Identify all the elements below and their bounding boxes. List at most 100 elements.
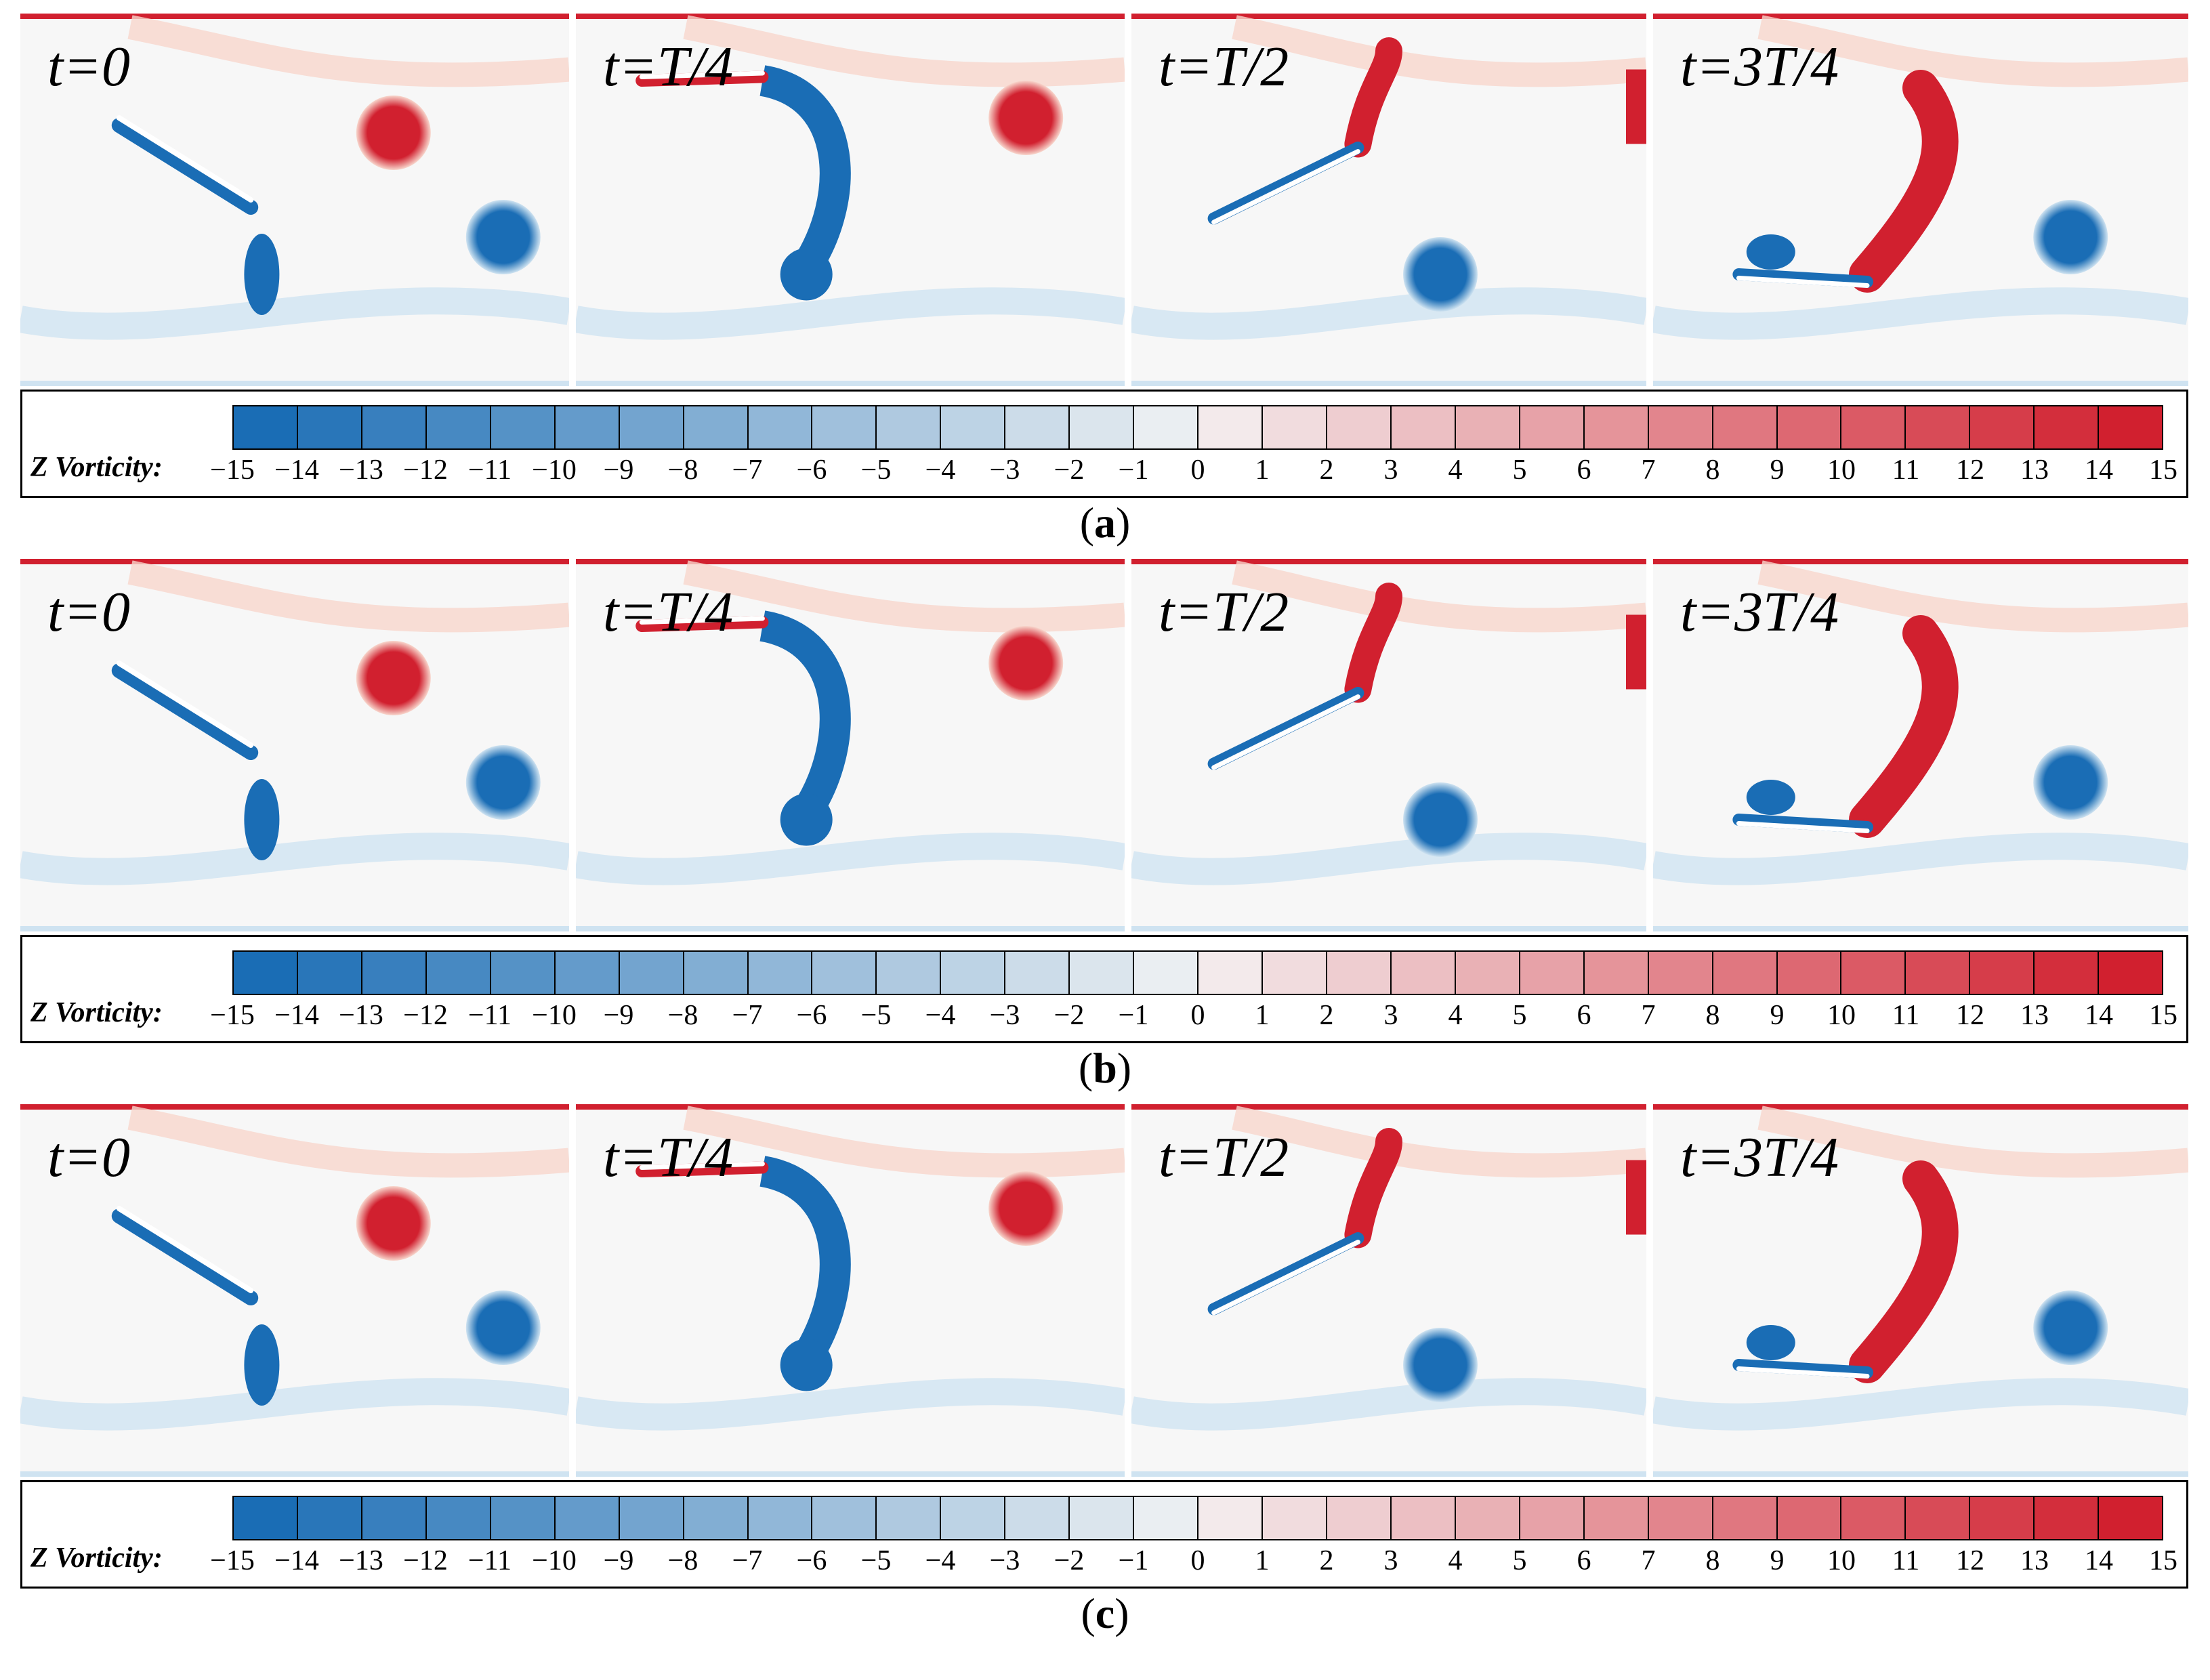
colorbar-level bbox=[426, 1497, 491, 1539]
figure-row-c: t=0 t=T/4 t=T/2 t=3T/4 Z Vorticity: −15 −14… bbox=[0, 1104, 2210, 1589]
colorbar-level bbox=[1391, 952, 1456, 994]
colorbar-tick-label: −15 bbox=[210, 1000, 255, 1031]
colorbar-level bbox=[1906, 1497, 1971, 1539]
colorbar-level bbox=[1134, 952, 1199, 994]
vorticity-panel: t=T/4 bbox=[576, 1104, 1125, 1477]
colorbar-level bbox=[2035, 952, 2100, 994]
colorbar-level bbox=[1327, 1497, 1392, 1539]
colorbar-tick-label: −10 bbox=[532, 455, 577, 486]
colorbar-tick-label: 11 bbox=[1892, 1000, 1920, 1031]
vorticity-field-image bbox=[20, 1104, 569, 1477]
colorbar-level bbox=[1970, 952, 2035, 994]
colorbar-tick-label: −15 bbox=[210, 455, 255, 486]
colorbar-tick-label: 4 bbox=[1448, 1000, 1463, 1031]
colorbar-tick-label: 3 bbox=[1383, 1545, 1398, 1576]
colorbar-tick-label: −15 bbox=[210, 1545, 255, 1576]
colorbar-level bbox=[491, 952, 556, 994]
caption-letter: b bbox=[1093, 1044, 1117, 1092]
colorbar-tick-label: −2 bbox=[1054, 455, 1085, 486]
colorbar-tick-label: 5 bbox=[1512, 455, 1527, 486]
caption-letter: a bbox=[1094, 499, 1116, 547]
colorbar-tick-label: 3 bbox=[1383, 1000, 1398, 1031]
colorbar-level bbox=[1841, 952, 1906, 994]
colorbar-tick-label: 2 bbox=[1319, 1545, 1334, 1576]
colorbar-tick-label: 8 bbox=[1705, 1000, 1720, 1031]
colorbar-tick-label: −1 bbox=[1118, 455, 1149, 486]
colorbar-tick-label: −10 bbox=[532, 1000, 577, 1031]
colorbar-level bbox=[877, 1497, 942, 1539]
vorticity-panel: t=3T/4 bbox=[1653, 559, 2188, 931]
colorbar-tick-label: 2 bbox=[1319, 455, 1334, 486]
colorbar-level bbox=[1713, 406, 1778, 448]
colorbar-level bbox=[555, 1497, 620, 1539]
vorticity-panel: t=3T/4 bbox=[1653, 14, 2188, 386]
vorticity-field-image bbox=[20, 559, 569, 931]
colorbar-level bbox=[1520, 952, 1585, 994]
colorbar-tick-label: −3 bbox=[989, 1545, 1020, 1576]
colorbar-level bbox=[1648, 1497, 1713, 1539]
caption-open-paren: ( bbox=[1078, 1044, 1093, 1092]
colorbar-level bbox=[1584, 1497, 1649, 1539]
vorticity-field-image bbox=[1131, 1104, 1646, 1477]
colorbar-level bbox=[1327, 406, 1392, 448]
colorbar-level bbox=[2099, 406, 2163, 448]
colorbar-tick-label: 0 bbox=[1190, 1545, 1205, 1576]
time-label: t=T/2 bbox=[1159, 581, 1289, 644]
vorticity-field-image bbox=[1653, 14, 2188, 386]
colorbar-legend: Z Vorticity: −15 −14 −13 −12 −11 −10 −9 −8 −7 −6 −5… bbox=[20, 1480, 2188, 1589]
colorbar-level bbox=[1648, 952, 1713, 994]
colorbar-tick-label: −9 bbox=[603, 1545, 634, 1576]
caption-letter: c bbox=[1095, 1589, 1115, 1637]
caption-close-paren: ) bbox=[1114, 1589, 1129, 1637]
colorbar-tick-label: −5 bbox=[860, 1545, 892, 1576]
colorbar-level bbox=[1070, 406, 1135, 448]
colorbar-tick-label: 1 bbox=[1255, 1000, 1270, 1031]
colorbar-level bbox=[941, 1497, 1006, 1539]
colorbar bbox=[232, 1496, 2163, 1540]
colorbar-ticks: −15 −14 −13 −12 −11 −10 −9 −8 −7 −6 −5 −4 −3 −2 −1 0 1 2 3… bbox=[210, 454, 2177, 495]
colorbar-tick-label: −2 bbox=[1054, 1000, 1085, 1031]
colorbar-tick-label: 15 bbox=[2149, 1545, 2177, 1576]
colorbar-tick-label: 14 bbox=[2085, 455, 2113, 486]
colorbar-level bbox=[362, 952, 427, 994]
colorbar-tick-label: −11 bbox=[467, 455, 512, 486]
time-label: t=3T/4 bbox=[1680, 581, 1839, 644]
colorbar-tick-label: −13 bbox=[339, 455, 383, 486]
colorbar-tick-label: 8 bbox=[1705, 455, 1720, 486]
colorbar-tick-label: −7 bbox=[732, 1545, 763, 1576]
colorbar-tick-label: 0 bbox=[1190, 1000, 1205, 1031]
colorbar-tick-label: 7 bbox=[1641, 455, 1656, 486]
colorbar-tick-label: 4 bbox=[1448, 1545, 1463, 1576]
colorbar-tick-label: −5 bbox=[860, 1000, 892, 1031]
colorbar bbox=[232, 950, 2163, 995]
colorbar-level bbox=[1391, 406, 1456, 448]
time-label: t=3T/4 bbox=[1680, 35, 1839, 98]
figure-row-a: t=0 t=T/4 t=T/2 t=3T/4 Z Vorticity: −15 −14… bbox=[0, 14, 2210, 498]
colorbar-tick-label: −7 bbox=[732, 455, 763, 486]
colorbar-tick-label: −9 bbox=[603, 1000, 634, 1031]
colorbar-tick-label: 1 bbox=[1255, 1545, 1270, 1576]
caption-open-paren: ( bbox=[1081, 1589, 1096, 1637]
colorbar-tick-label: 15 bbox=[2149, 455, 2177, 486]
colorbar-legend: Z Vorticity: −15 −14 −13 −12 −11 −10 −9 −8 −7 −6 −5… bbox=[20, 390, 2188, 498]
colorbar-tick-label: −6 bbox=[796, 455, 827, 486]
colorbar-tick-label: −3 bbox=[989, 455, 1020, 486]
colorbar-tick-label: −2 bbox=[1054, 1545, 1085, 1576]
colorbar-level bbox=[1198, 1497, 1263, 1539]
colorbar-level bbox=[1970, 406, 2035, 448]
colorbar-level bbox=[1391, 1497, 1456, 1539]
colorbar-level bbox=[1970, 1497, 2035, 1539]
colorbar-tick-label: −5 bbox=[860, 455, 892, 486]
vorticity-field-image bbox=[576, 559, 1125, 931]
colorbar-level bbox=[877, 952, 942, 994]
colorbar-level bbox=[362, 406, 427, 448]
vorticity-panel: t=0 bbox=[20, 1104, 569, 1477]
colorbar-tick-label: 13 bbox=[2020, 1545, 2049, 1576]
colorbar-level bbox=[1713, 1497, 1778, 1539]
time-label: t=T/4 bbox=[603, 35, 734, 98]
colorbar bbox=[232, 405, 2163, 450]
vorticity-field-image bbox=[576, 1104, 1125, 1477]
colorbar-level bbox=[684, 406, 749, 448]
vorticity-panel: t=T/2 bbox=[1131, 559, 1646, 931]
colorbar-level bbox=[491, 406, 556, 448]
